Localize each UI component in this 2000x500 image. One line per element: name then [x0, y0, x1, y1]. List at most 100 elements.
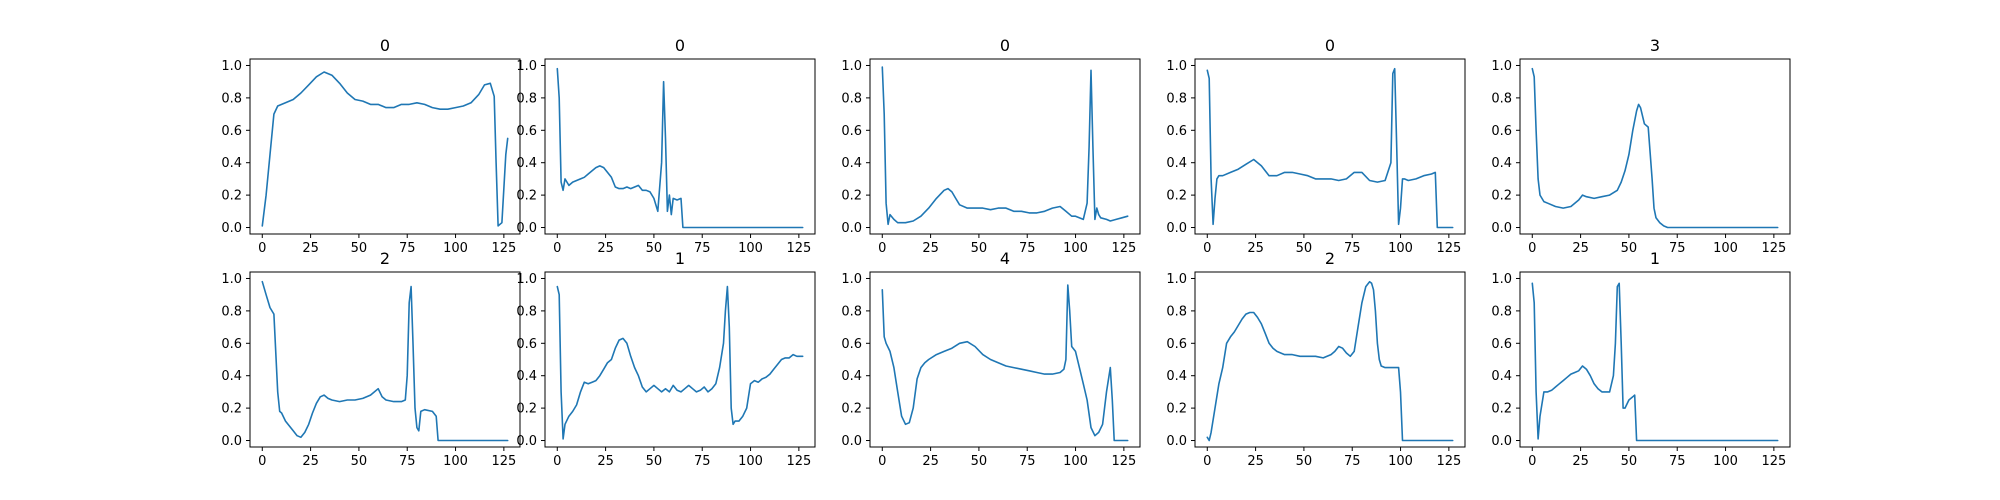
subplot-5: 0 25 50 75 100 125 0.0 0.2 0.4 0.6 0.8 1.0 3 [1491, 36, 1791, 256]
y-tick-label: 0.0 [221, 434, 242, 449]
y-tick-label: 1.0 [1166, 59, 1187, 74]
y-tick-label: 0.4 [221, 156, 242, 171]
y-tick-label: 1.0 [841, 59, 862, 74]
y-tick-label: 0.4 [1166, 369, 1187, 384]
axes-frame [1519, 271, 1791, 448]
x-tick-label: 125 [1111, 454, 1136, 469]
y-tick-label: 0.8 [841, 304, 862, 319]
x-tick-label: 75 [399, 241, 416, 256]
x-tick-label: 25 [1247, 241, 1264, 256]
x-tick-label: 25 [597, 241, 614, 256]
x-tick-label: 0 [1203, 454, 1211, 469]
series-line [881, 284, 1129, 442]
y-tick-label: 1.0 [1166, 272, 1187, 287]
y-tick-label: 0.8 [221, 304, 242, 319]
x-tick-label: 50 [971, 241, 988, 256]
x-tick-label: 75 [1019, 454, 1036, 469]
y-tick-label: 0.0 [516, 434, 537, 449]
x-tick-label: 125 [1761, 454, 1786, 469]
y-tick-label: 0.0 [1491, 221, 1512, 236]
y-tick-label: 1.0 [221, 59, 242, 74]
y-tick-label: 0.4 [221, 369, 242, 384]
x-tick-label: 100 [738, 241, 763, 256]
axes-frame [249, 58, 521, 235]
y-tick-label: 1.0 [1491, 272, 1512, 287]
x-tick-label: 50 [1621, 454, 1638, 469]
subplot-title: 3 [1650, 36, 1660, 55]
y-tick-label: 0.8 [1166, 304, 1187, 319]
y-tick-label: 0.2 [221, 189, 242, 204]
x-tick-label: 125 [1436, 454, 1461, 469]
y-tick-label: 0.4 [841, 369, 862, 384]
series-line [556, 285, 804, 440]
y-tick-label: 0.0 [841, 221, 862, 236]
x-tick-label: 25 [1247, 454, 1264, 469]
y-tick-label: 0.6 [1166, 337, 1187, 352]
series-line [881, 66, 1129, 226]
x-tick-label: 0 [258, 454, 266, 469]
y-tick-label: 1.0 [516, 272, 537, 287]
series-line [1531, 282, 1779, 442]
y-tick-label: 0.2 [516, 402, 537, 417]
x-tick-label: 75 [1019, 241, 1036, 256]
x-tick-label: 75 [694, 241, 711, 256]
y-tick-label: 0.4 [1491, 369, 1512, 384]
subplot-9: 0 25 50 75 100 125 0.0 0.2 0.4 0.6 0.8 1.0 2 [1166, 249, 1466, 469]
x-tick-label: 50 [646, 454, 663, 469]
x-tick-label: 25 [1572, 241, 1589, 256]
x-tick-label: 100 [1388, 241, 1413, 256]
x-tick-label: 100 [1388, 454, 1413, 469]
y-tick-label: 0.4 [1166, 156, 1187, 171]
y-tick-label: 0.6 [516, 337, 537, 352]
x-tick-label: 0 [1203, 241, 1211, 256]
y-tick-label: 0.2 [1166, 189, 1187, 204]
y-tick-label: 0.0 [1491, 434, 1512, 449]
axes-frame [869, 271, 1141, 448]
x-tick-label: 100 [1713, 241, 1738, 256]
y-tick-label: 0.8 [1166, 91, 1187, 106]
y-tick-label: 1.0 [841, 272, 862, 287]
y-tick-label: 1.0 [1491, 59, 1512, 74]
y-tick-label: 0.2 [841, 189, 862, 204]
y-tick-label: 0.8 [516, 304, 537, 319]
y-tick-label: 0.2 [1491, 402, 1512, 417]
x-tick-label: 50 [1621, 241, 1638, 256]
subplot-title: 0 [380, 36, 390, 55]
x-tick-label: 75 [399, 454, 416, 469]
x-tick-label: 125 [786, 241, 811, 256]
x-tick-label: 75 [1344, 454, 1361, 469]
subplot-title: 0 [675, 36, 685, 55]
x-tick-label: 100 [443, 241, 468, 256]
x-tick-label: 125 [491, 241, 516, 256]
x-tick-label: 50 [1296, 454, 1313, 469]
subplot-title: 2 [380, 249, 390, 268]
x-tick-label: 50 [646, 241, 663, 256]
y-tick-label: 0.4 [516, 156, 537, 171]
y-tick-label: 0.4 [516, 369, 537, 384]
subplot-4: 0 25 50 75 100 125 0.0 0.2 0.4 0.6 0.8 1.0 0 [1166, 36, 1466, 256]
subplot-title: 2 [1325, 249, 1335, 268]
y-tick-label: 0.2 [516, 189, 537, 204]
y-tick-label: 0.8 [841, 91, 862, 106]
x-tick-label: 25 [302, 241, 319, 256]
x-tick-label: 50 [351, 454, 368, 469]
y-tick-label: 0.6 [221, 337, 242, 352]
axes-frame [544, 58, 816, 235]
y-tick-label: 0.2 [221, 402, 242, 417]
x-tick-label: 100 [1063, 241, 1088, 256]
subplot-title: 0 [1000, 36, 1010, 55]
y-tick-label: 0.0 [221, 221, 242, 236]
series-line [261, 280, 509, 442]
y-tick-label: 0.2 [841, 402, 862, 417]
x-tick-label: 75 [1344, 241, 1361, 256]
series-line [556, 67, 804, 229]
x-tick-label: 0 [878, 454, 886, 469]
y-tick-label: 0.0 [1166, 434, 1187, 449]
y-tick-label: 0.8 [221, 91, 242, 106]
x-tick-label: 125 [491, 454, 516, 469]
x-tick-label: 75 [1669, 241, 1686, 256]
series-line [1531, 67, 1779, 229]
